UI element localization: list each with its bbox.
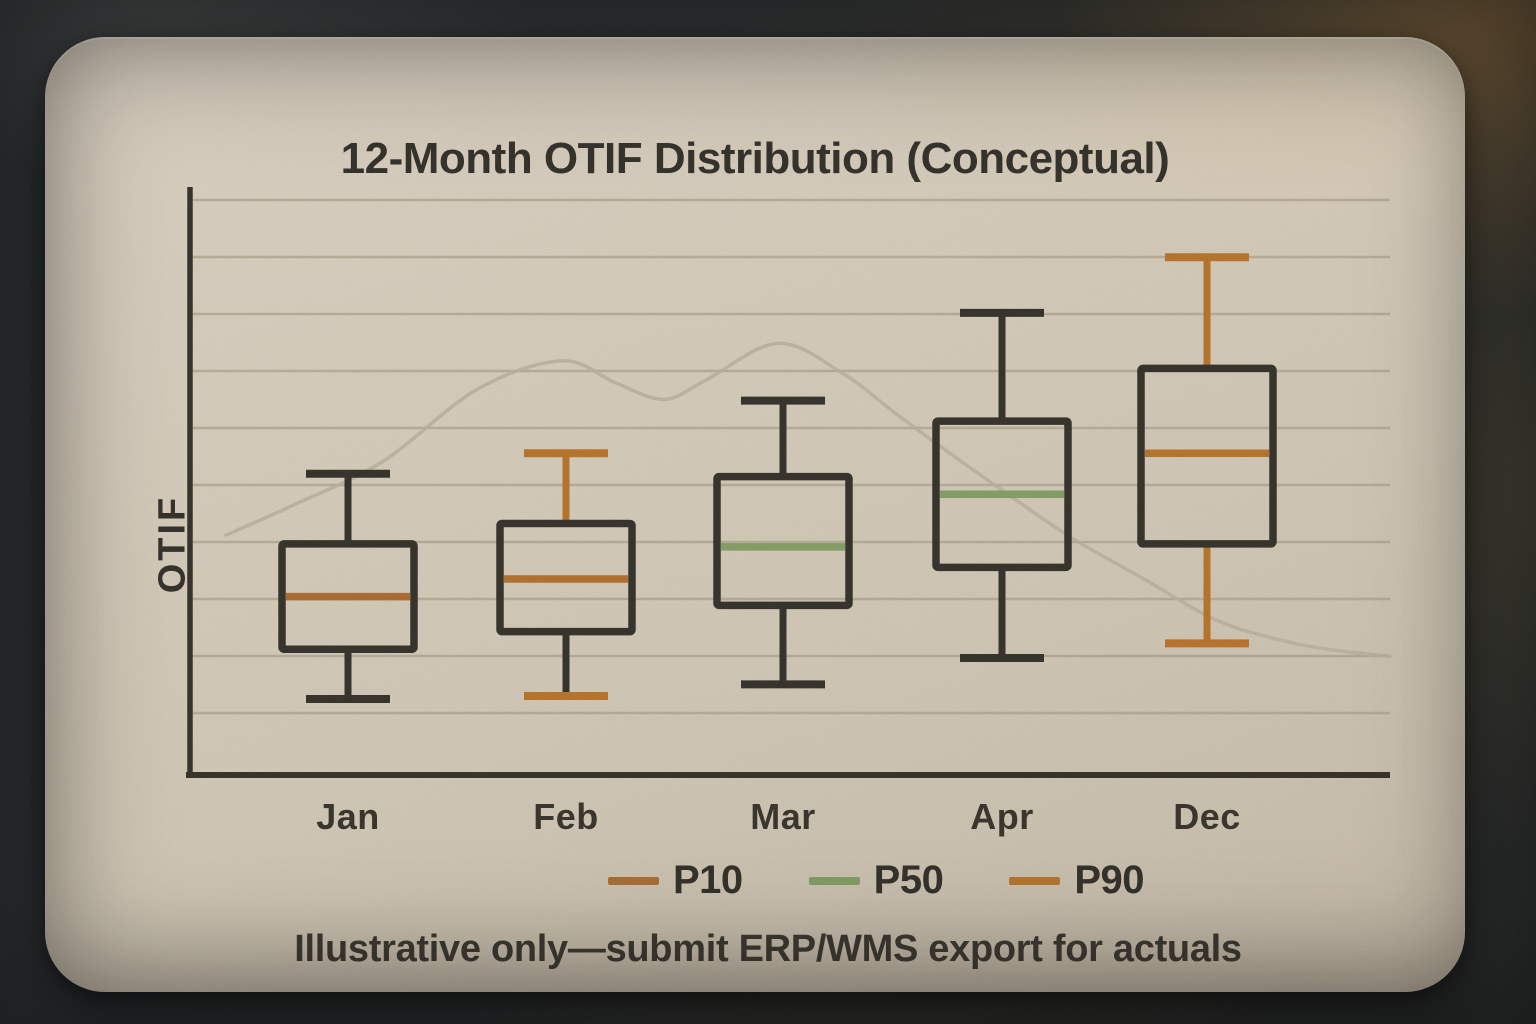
- legend-label-p50: P50: [873, 858, 944, 902]
- legend-item-p90: P90: [1009, 858, 1145, 903]
- background-curve: [224, 341, 1392, 658]
- legend-label-p90: P90: [1074, 858, 1145, 902]
- boxplot-feb: [496, 449, 636, 701]
- legend-item-p50: P50: [808, 858, 944, 903]
- legend-swatch-p90: [1009, 876, 1061, 885]
- legend-swatch-p50: [808, 876, 860, 885]
- chart-caption: Illustrative only—submit ERP/WMS export …: [294, 928, 1242, 970]
- legend-label-p10: P10: [673, 858, 743, 902]
- boxplot-jan: [278, 469, 418, 703]
- legend-item-p10: P10: [608, 858, 743, 903]
- legend-swatch-p10: [608, 876, 659, 885]
- chart-legend: P10 P50 P90: [608, 858, 1145, 903]
